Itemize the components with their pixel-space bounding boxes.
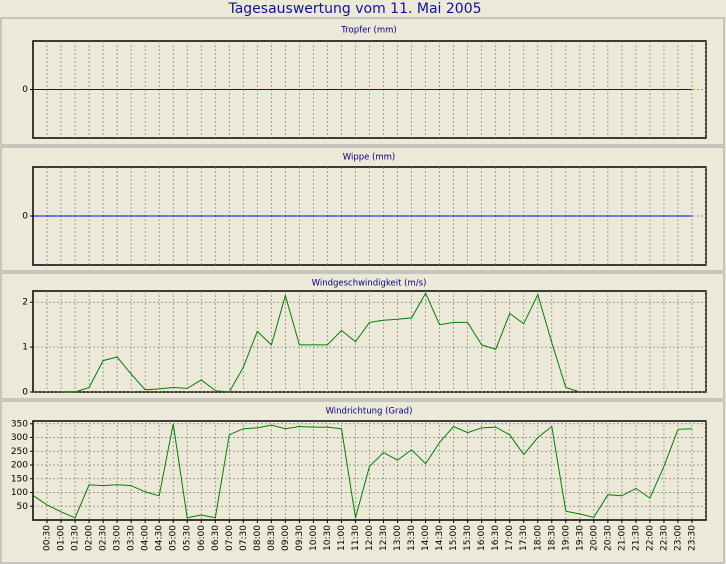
x-tick-label: 05:30 bbox=[183, 525, 193, 551]
x-tick-label: 22:30 bbox=[659, 525, 669, 551]
x-tick-label: 20:00 bbox=[589, 525, 599, 551]
x-tick-label: 22:00 bbox=[645, 525, 655, 551]
x-tick-label: 04:00 bbox=[141, 525, 151, 551]
panel-title: Tropfer (mm) bbox=[340, 26, 396, 36]
x-tick-label: 15:00 bbox=[449, 525, 459, 551]
y-tick-label: 2 bbox=[22, 298, 28, 308]
y-tick-label: 100 bbox=[11, 488, 28, 498]
y-tick-label: 300 bbox=[11, 433, 28, 443]
x-tick-label: 09:30 bbox=[295, 525, 305, 551]
x-tick-label: 16:30 bbox=[491, 525, 501, 551]
x-tick-label: 10:00 bbox=[309, 525, 319, 551]
x-tick-label: 06:30 bbox=[211, 525, 221, 551]
x-tick-label: 14:00 bbox=[421, 525, 431, 551]
y-tick-label: 0 bbox=[22, 212, 28, 222]
y-tick-label: 250 bbox=[11, 447, 28, 457]
x-tick-label: 01:00 bbox=[57, 525, 67, 551]
panel-title: Wippe (mm) bbox=[343, 153, 396, 163]
x-tick-label: 01:30 bbox=[71, 525, 81, 551]
y-tick-label: 150 bbox=[11, 474, 28, 484]
x-tick-label: 21:30 bbox=[631, 525, 641, 551]
data-line bbox=[61, 292, 580, 393]
x-tick-label: 21:00 bbox=[617, 525, 627, 551]
x-tick-label: 17:30 bbox=[519, 525, 529, 551]
x-tick-label: 07:30 bbox=[239, 525, 249, 551]
x-tick-label: 04:30 bbox=[155, 525, 165, 551]
x-tick-label: 00:30 bbox=[43, 525, 53, 551]
x-tick-label: 03:30 bbox=[127, 525, 137, 551]
x-tick-label: 19:30 bbox=[575, 525, 585, 551]
x-tick-label: 12:30 bbox=[379, 525, 389, 551]
x-tick-label: 02:30 bbox=[99, 525, 109, 551]
panel-title: Windgeschwindigkeit (m/s) bbox=[312, 279, 427, 289]
y-tick-label: 0 bbox=[22, 85, 28, 95]
x-tick-label: 20:30 bbox=[603, 525, 613, 551]
x-tick-label: 11:30 bbox=[351, 525, 361, 551]
y-tick-label: 1 bbox=[22, 343, 28, 353]
x-tick-label: 09:00 bbox=[281, 525, 291, 551]
x-tick-label: 13:00 bbox=[393, 525, 403, 551]
x-tick-label: 18:00 bbox=[533, 525, 543, 551]
x-tick-label: 03:00 bbox=[113, 525, 123, 551]
x-tick-label: 05:00 bbox=[169, 525, 179, 551]
x-tick-label: 10:30 bbox=[323, 525, 333, 551]
x-tick-label: 13:30 bbox=[407, 525, 417, 551]
x-tick-label: 23:00 bbox=[673, 525, 683, 551]
x-tick-label: 06:00 bbox=[197, 525, 207, 551]
y-tick-label: 50 bbox=[17, 502, 29, 512]
x-tick-label: 02:00 bbox=[85, 525, 95, 551]
panel-title: Windrichtung (Grad) bbox=[326, 407, 413, 417]
x-tick-label: 23:30 bbox=[687, 525, 697, 551]
y-tick-label: 0 bbox=[22, 388, 28, 398]
x-tick-label: 12:00 bbox=[365, 525, 375, 551]
y-tick-label: 350 bbox=[11, 419, 28, 429]
x-tick-label: 18:30 bbox=[547, 525, 557, 551]
x-tick-label: 11:00 bbox=[337, 525, 347, 551]
x-tick-label: 08:30 bbox=[267, 525, 277, 551]
x-tick-label: 16:00 bbox=[477, 525, 487, 551]
x-tick-label: 17:00 bbox=[505, 525, 515, 551]
y-tick-label: 200 bbox=[11, 461, 28, 471]
x-tick-label: 08:00 bbox=[253, 525, 263, 551]
page-title: Tagesauswertung vom 11. Mai 2005 bbox=[227, 1, 481, 17]
x-tick-label: 07:00 bbox=[225, 525, 235, 551]
x-tick-label: 14:30 bbox=[435, 525, 445, 551]
x-tick-label: 15:30 bbox=[463, 525, 473, 551]
data-line bbox=[32, 423, 693, 519]
x-tick-label: 19:00 bbox=[561, 525, 571, 551]
